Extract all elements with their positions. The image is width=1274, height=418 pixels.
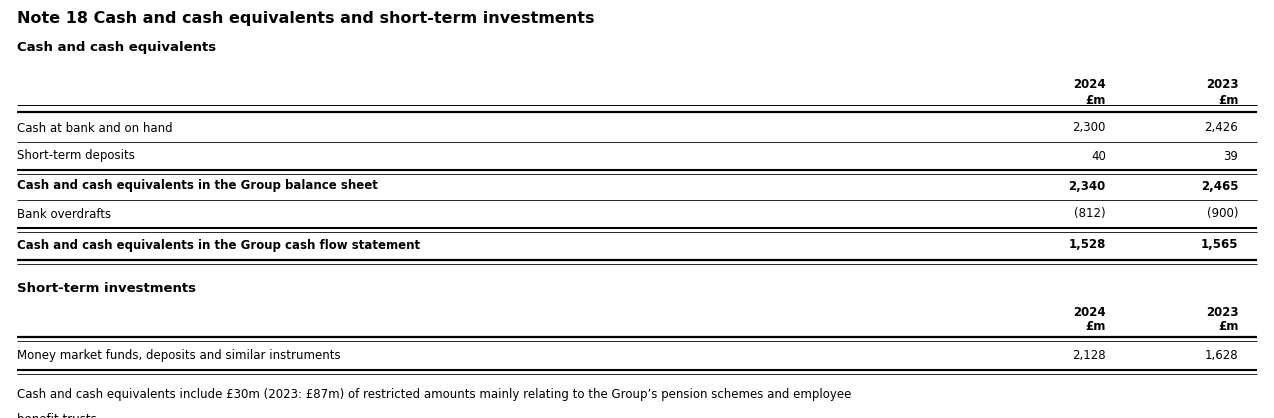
Text: Cash at bank and on hand: Cash at bank and on hand — [17, 122, 172, 135]
Text: 1,565: 1,565 — [1201, 239, 1238, 252]
Text: Cash and cash equivalents in the Group cash flow statement: Cash and cash equivalents in the Group c… — [17, 239, 419, 252]
Text: Money market funds, deposits and similar instruments: Money market funds, deposits and similar… — [17, 349, 340, 362]
Text: 2,465: 2,465 — [1201, 179, 1238, 193]
Text: 1,628: 1,628 — [1205, 349, 1238, 362]
Text: 2,300: 2,300 — [1073, 122, 1106, 135]
Text: benefit trusts.: benefit trusts. — [17, 413, 101, 418]
Text: 2,340: 2,340 — [1069, 179, 1106, 193]
Text: 2023: 2023 — [1205, 306, 1238, 319]
Text: Short-term deposits: Short-term deposits — [17, 150, 135, 163]
Text: 2024: 2024 — [1073, 77, 1106, 91]
Text: £m: £m — [1085, 94, 1106, 107]
Text: 1,528: 1,528 — [1069, 239, 1106, 252]
Text: 2,426: 2,426 — [1205, 122, 1238, 135]
Text: (812): (812) — [1074, 207, 1106, 221]
Text: Cash and cash equivalents include £30m (2023: £87m) of restricted amounts mainly: Cash and cash equivalents include £30m (… — [17, 388, 851, 401]
Text: Short-term investments: Short-term investments — [17, 281, 196, 295]
Text: £m: £m — [1218, 94, 1238, 107]
Text: 2024: 2024 — [1073, 306, 1106, 319]
Text: 2023: 2023 — [1205, 77, 1238, 91]
Text: 2,128: 2,128 — [1073, 349, 1106, 362]
Text: Bank overdrafts: Bank overdrafts — [17, 207, 111, 221]
Text: £m: £m — [1085, 319, 1106, 332]
Text: 40: 40 — [1091, 150, 1106, 163]
Text: Cash and cash equivalents in the Group balance sheet: Cash and cash equivalents in the Group b… — [17, 179, 377, 193]
Text: (900): (900) — [1206, 207, 1238, 221]
Text: Cash and cash equivalents: Cash and cash equivalents — [17, 41, 215, 54]
Text: 39: 39 — [1223, 150, 1238, 163]
Text: Note 18 Cash and cash equivalents and short-term investments: Note 18 Cash and cash equivalents and sh… — [17, 10, 594, 25]
Text: £m: £m — [1218, 319, 1238, 332]
